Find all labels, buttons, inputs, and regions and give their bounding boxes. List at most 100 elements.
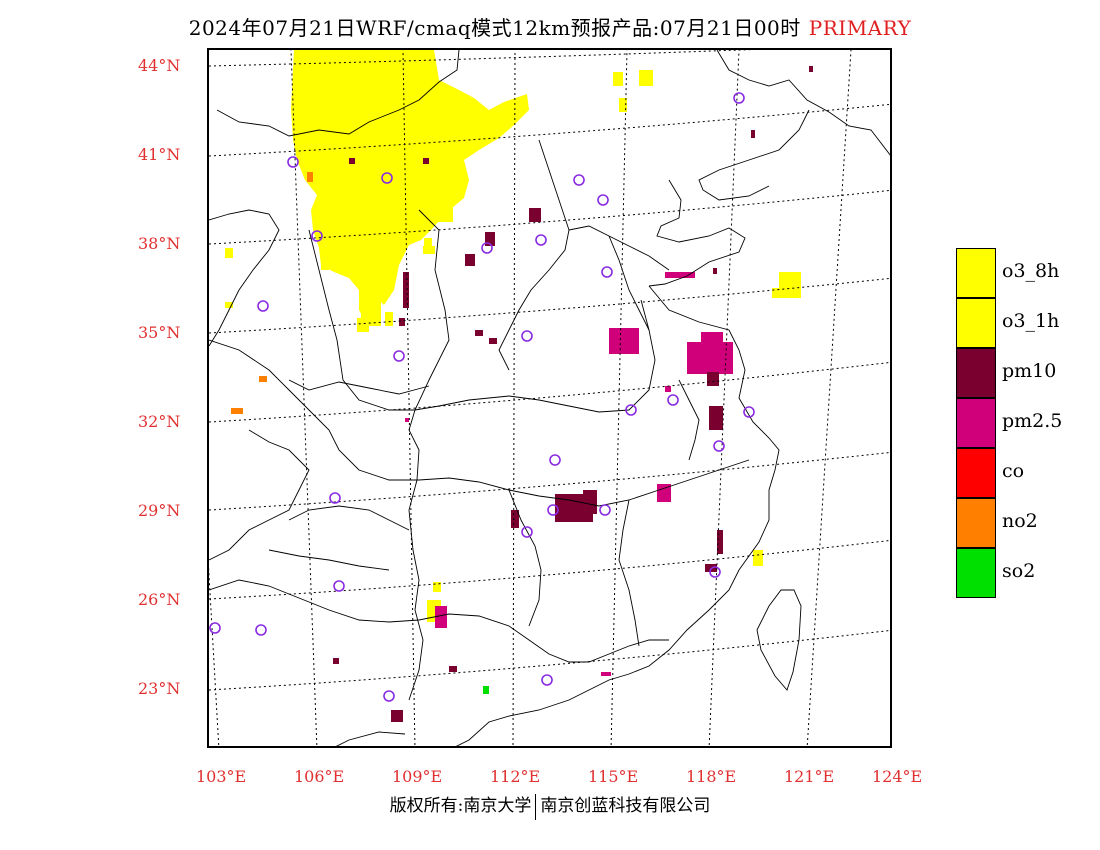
graticule-layer — [209, 50, 890, 746]
legend-label: pm2.5 — [1002, 410, 1063, 432]
station-marker — [521, 330, 533, 342]
o3-patch — [361, 286, 381, 326]
station-marker — [333, 580, 345, 592]
station-marker — [381, 172, 393, 184]
copyright-footer: 版权所有:南京大学 南京创蓝科技有限公司 — [0, 791, 1100, 820]
pm10-patch — [423, 158, 429, 164]
o3-patch — [225, 302, 233, 308]
legend-label: no2 — [1002, 510, 1038, 532]
lat-label: 23°N — [138, 679, 181, 698]
province-border — [209, 209, 280, 347]
copyright-right: 南京创蓝科技有限公司 — [540, 796, 711, 816]
o3-patch — [753, 550, 763, 566]
pm25-patch — [665, 386, 671, 392]
pm25-patch — [601, 672, 611, 676]
legend-label: co — [1002, 460, 1025, 482]
station-marker — [599, 504, 611, 516]
pm10-patch — [529, 208, 541, 222]
station-marker — [257, 300, 269, 312]
legend-label: o3_8h — [1002, 260, 1060, 282]
map-frame — [207, 48, 892, 748]
o3-patch — [424, 238, 432, 248]
lon-label: 118°E — [686, 767, 737, 786]
pm10-patch — [717, 530, 723, 554]
pm25-patch — [609, 328, 639, 354]
lon-line-115 — [610, 50, 628, 746]
station-marker — [521, 526, 533, 538]
pm10-patch — [403, 272, 409, 308]
station-marker — [601, 266, 613, 278]
o3-patch — [385, 312, 393, 326]
province-border — [408, 209, 450, 701]
lon-label: 115°E — [588, 767, 639, 786]
lat-label: 35°N — [138, 323, 181, 342]
station-marker — [733, 92, 745, 104]
province-border — [288, 379, 700, 461]
title-tag: PRIMARY — [808, 16, 912, 40]
pm25-patch — [435, 606, 447, 628]
lon-label: 109°E — [392, 767, 443, 786]
province-border — [508, 489, 640, 647]
lon-line-121 — [806, 50, 852, 746]
lon-label: 121°E — [784, 767, 835, 786]
no2-patch — [231, 408, 243, 414]
pm10-patch — [465, 254, 475, 266]
pm10-patch — [707, 372, 719, 386]
legend-label: so2 — [1002, 560, 1036, 582]
hainan-coast — [335, 731, 406, 746]
so2-patch — [483, 686, 489, 694]
pm10-patch — [485, 232, 495, 246]
pm10-patch — [475, 330, 483, 336]
station-marker — [625, 404, 637, 416]
map-title: 2024年07月21日WRF/cmaq模式12km预报产品:07月21日00时 P… — [0, 12, 1100, 41]
pm25-patch — [701, 332, 723, 348]
station-marker — [549, 454, 561, 466]
pm25-patch — [665, 272, 695, 278]
station-marker — [329, 492, 341, 504]
pm10-patch — [709, 406, 723, 430]
lon-line-103 — [209, 566, 220, 746]
station-marker — [481, 242, 493, 254]
legend-swatch — [956, 498, 996, 548]
east-coast — [455, 285, 780, 746]
lat-line-32 — [209, 361, 890, 423]
lon-label: 106°E — [294, 767, 345, 786]
lon-line-118 — [708, 50, 740, 746]
title-main: 2024年07月21日WRF/cmaq模式12km预报产品:07月21日00时 — [188, 16, 801, 40]
station-marker — [667, 394, 679, 406]
no2-patch — [307, 172, 313, 182]
province-border — [568, 225, 670, 331]
northeast-coast — [716, 50, 890, 156]
station-marker — [311, 230, 323, 242]
lat-line-44 — [209, 50, 753, 67]
station-marker — [547, 504, 559, 516]
copyright-left: 版权所有:南京大学 — [389, 796, 532, 816]
lat-label: 41°N — [138, 145, 181, 164]
station-marker — [535, 234, 547, 246]
station-marker — [255, 624, 267, 636]
pm10-patch — [333, 658, 339, 664]
o3-patch — [225, 248, 233, 258]
province-border — [268, 505, 410, 571]
lon-label: 112°E — [490, 767, 541, 786]
pm25-patch — [405, 418, 409, 422]
station-marker — [383, 690, 395, 702]
lat-line-26 — [209, 539, 890, 600]
pm25-patch — [657, 484, 671, 502]
legend-swatch — [956, 298, 996, 348]
province-border — [308, 229, 656, 413]
station-marker — [709, 566, 721, 578]
o3-patch — [613, 72, 623, 86]
o3-patch — [619, 98, 627, 112]
province-border — [209, 339, 750, 507]
lat-line-35 — [209, 277, 890, 334]
lat-label: 32°N — [138, 412, 181, 431]
o3-patch — [357, 318, 369, 332]
lat-label: 29°N — [138, 501, 181, 520]
pm10-patch — [489, 338, 497, 344]
pm10-patch — [349, 158, 355, 164]
forecast-map — [209, 50, 890, 746]
o3-patch — [772, 288, 786, 298]
station-marker — [393, 350, 405, 362]
boundary-layer — [209, 50, 890, 746]
